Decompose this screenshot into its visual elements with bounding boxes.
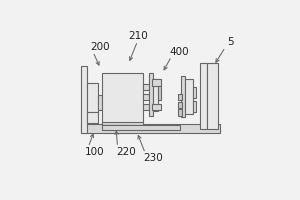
Text: 210: 210: [128, 31, 148, 41]
Bar: [149, 73, 153, 116]
Text: 5: 5: [227, 37, 233, 47]
Text: 200: 200: [90, 42, 110, 52]
Bar: [182, 76, 185, 117]
Bar: [87, 112, 98, 123]
Text: 230: 230: [144, 153, 164, 163]
Text: 220: 220: [116, 147, 136, 157]
Bar: [178, 109, 182, 116]
Bar: [87, 83, 98, 113]
Bar: [153, 79, 158, 111]
Bar: [178, 94, 182, 100]
Text: 100: 100: [85, 147, 105, 157]
Bar: [102, 125, 180, 130]
Bar: [102, 122, 143, 125]
Bar: [200, 63, 207, 129]
Bar: [158, 86, 161, 100]
Bar: [102, 125, 133, 127]
Bar: [102, 73, 143, 123]
Bar: [81, 124, 220, 133]
Bar: [193, 101, 196, 112]
Bar: [207, 63, 218, 129]
Text: 400: 400: [169, 47, 189, 57]
Bar: [81, 66, 87, 133]
Bar: [152, 104, 160, 110]
Bar: [143, 84, 149, 90]
Bar: [98, 95, 102, 110]
Bar: [185, 79, 193, 114]
Bar: [143, 94, 149, 100]
Bar: [193, 87, 196, 98]
Bar: [152, 79, 160, 86]
Bar: [178, 102, 182, 108]
Bar: [143, 104, 149, 110]
